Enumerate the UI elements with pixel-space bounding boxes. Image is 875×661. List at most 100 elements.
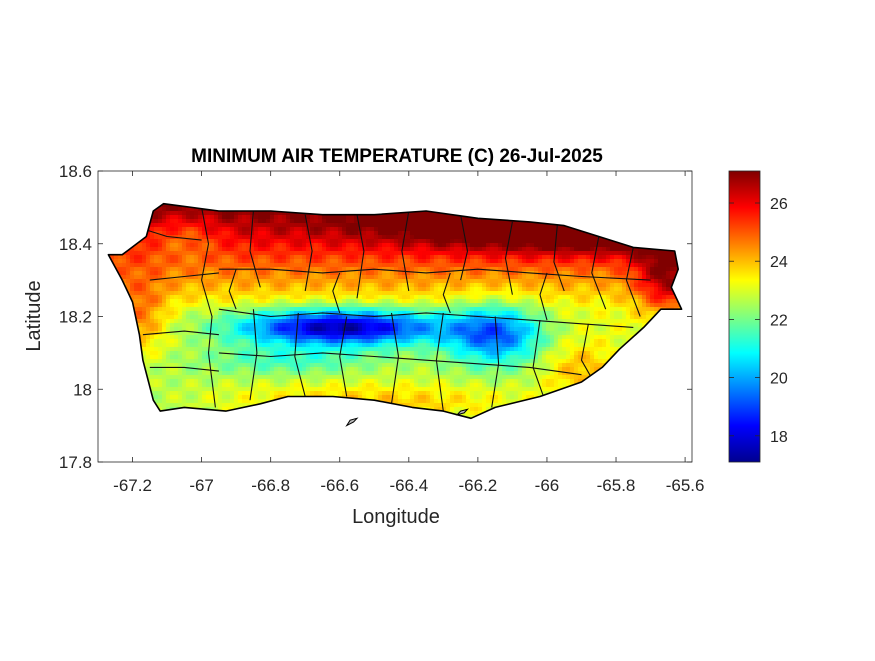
heatmap-cell xyxy=(346,387,351,392)
heatmap-cell xyxy=(210,343,215,348)
heatmap-cell xyxy=(342,283,347,288)
heatmap-cell xyxy=(278,299,283,304)
heatmap-cell xyxy=(434,255,439,260)
heatmap-cell xyxy=(282,323,287,328)
heatmap-cell xyxy=(322,223,327,228)
heatmap-cell xyxy=(306,391,311,396)
heatmap-cell xyxy=(430,339,435,344)
heatmap-cell xyxy=(342,223,347,228)
heatmap-cell xyxy=(382,227,387,232)
heatmap-cell xyxy=(278,251,283,256)
heatmap-cell xyxy=(374,379,379,384)
heatmap-cell xyxy=(422,339,427,344)
heatmap-cell xyxy=(410,291,415,296)
heatmap-cell xyxy=(306,379,311,384)
heatmap-cell xyxy=(210,223,215,228)
heatmap-cell xyxy=(246,259,251,264)
heatmap-cell xyxy=(250,371,255,376)
heatmap-cell xyxy=(186,383,191,388)
heatmap-cell xyxy=(422,323,427,328)
heatmap-cell xyxy=(418,235,423,240)
heatmap-cell xyxy=(386,255,391,260)
heatmap-cell xyxy=(290,335,295,340)
heatmap-cell xyxy=(174,383,179,388)
heatmap-cell xyxy=(134,247,139,252)
heatmap-cell xyxy=(146,327,151,332)
heatmap-cell xyxy=(210,303,215,308)
heatmap-cell xyxy=(306,215,311,220)
heatmap-cell xyxy=(150,219,155,224)
heatmap-cell xyxy=(390,331,395,336)
heatmap-cell xyxy=(342,323,347,328)
heatmap-cell xyxy=(294,319,299,324)
heatmap-cell xyxy=(378,271,383,276)
heatmap-cell xyxy=(430,295,435,300)
heatmap-cell xyxy=(366,335,371,340)
heatmap-cell xyxy=(262,215,267,220)
heatmap-cell xyxy=(222,303,227,308)
heatmap-cell xyxy=(262,283,267,288)
heatmap-cell xyxy=(134,283,139,288)
heatmap-cell xyxy=(278,339,283,344)
heatmap-cell xyxy=(426,299,431,304)
heatmap-cell xyxy=(206,367,211,372)
heatmap-cell xyxy=(266,243,271,248)
heatmap-cell xyxy=(190,315,195,320)
heatmap-cell xyxy=(226,315,231,320)
heatmap-cell xyxy=(182,231,187,236)
heatmap-cell xyxy=(154,279,159,284)
heatmap-cell xyxy=(402,279,407,284)
heatmap-cell xyxy=(354,363,359,368)
heatmap-cell xyxy=(342,307,347,312)
heatmap-cell xyxy=(270,223,275,228)
heatmap-cell xyxy=(382,363,387,368)
heatmap-cell xyxy=(270,235,275,240)
heatmap-cell xyxy=(362,343,367,348)
heatmap-cell xyxy=(218,227,223,232)
heatmap-cell xyxy=(414,315,419,320)
heatmap-cell xyxy=(334,247,339,252)
heatmap-cell xyxy=(330,371,335,376)
heatmap-cell xyxy=(422,259,427,264)
heatmap-cell xyxy=(306,311,311,316)
heatmap-cell xyxy=(258,351,263,356)
heatmap-cell xyxy=(270,283,275,288)
heatmap-cell xyxy=(270,395,275,400)
heatmap-cell xyxy=(290,247,295,252)
heatmap-cell xyxy=(254,227,259,232)
heatmap-cell xyxy=(270,259,275,264)
heatmap-cell xyxy=(438,219,443,224)
heatmap-cell xyxy=(230,375,235,380)
heatmap-cell xyxy=(146,347,151,352)
heatmap-cell xyxy=(382,323,387,328)
heatmap-cell xyxy=(118,255,123,260)
heatmap-cell xyxy=(326,371,331,376)
heatmap-cell xyxy=(162,247,167,252)
heatmap-cell xyxy=(202,231,207,236)
heatmap-cell xyxy=(262,259,267,264)
heatmap-cell xyxy=(182,327,187,332)
heatmap-cell xyxy=(398,287,403,292)
heatmap-cell xyxy=(246,327,251,332)
heatmap-cell xyxy=(222,339,227,344)
heatmap-cell xyxy=(162,299,167,304)
heatmap-cell xyxy=(274,343,279,348)
heatmap-cell xyxy=(326,355,331,360)
heatmap-cell xyxy=(390,283,395,288)
heatmap-cell xyxy=(226,403,231,408)
heatmap-cell xyxy=(198,383,203,388)
heatmap-cell xyxy=(342,247,347,252)
heatmap-cell xyxy=(274,311,279,316)
heatmap-cell xyxy=(410,383,415,388)
heatmap-cell xyxy=(394,335,399,340)
heatmap-cell xyxy=(230,327,235,332)
heatmap-cell xyxy=(218,395,223,400)
heatmap-cell xyxy=(162,203,167,208)
heatmap-cell xyxy=(350,303,355,308)
heatmap-cell xyxy=(318,343,323,348)
heatmap-cell xyxy=(402,319,407,324)
heatmap-cell xyxy=(382,287,387,292)
heatmap-cell xyxy=(190,379,195,384)
heatmap-cell xyxy=(278,235,283,240)
heatmap-cell xyxy=(330,367,335,372)
